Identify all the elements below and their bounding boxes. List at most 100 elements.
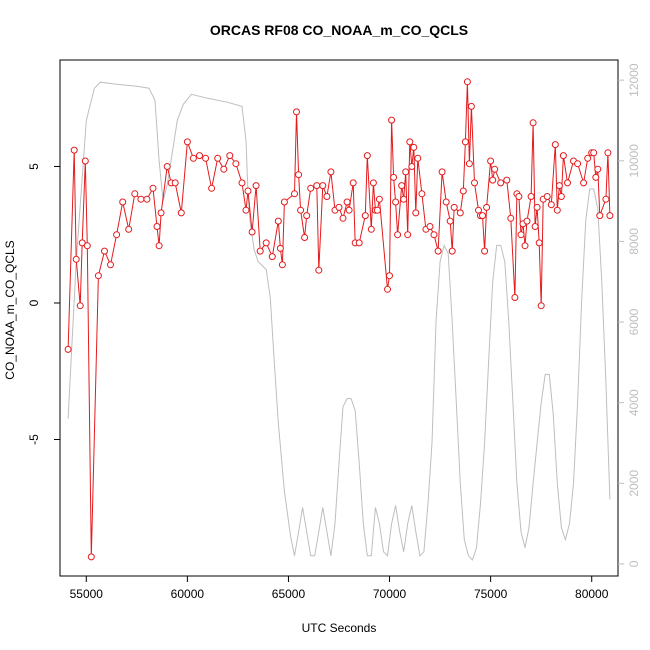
data-point bbox=[408, 163, 416, 170]
data-point bbox=[262, 239, 270, 247]
data-point bbox=[153, 223, 161, 230]
data-point bbox=[543, 193, 551, 200]
data-point bbox=[535, 239, 543, 247]
data-point bbox=[315, 266, 323, 274]
x-tick-label: 65000 bbox=[272, 587, 306, 601]
data-point bbox=[293, 108, 300, 116]
data-point bbox=[551, 141, 559, 149]
y2-axis: 0 2000 4000 6000 8000 10000 12000 bbox=[618, 63, 641, 567]
y-axis: -5 0 5 bbox=[27, 163, 60, 445]
data-point bbox=[392, 198, 400, 206]
data-point bbox=[101, 247, 108, 255]
data-point bbox=[602, 195, 610, 203]
data-point bbox=[521, 242, 529, 250]
data-point bbox=[375, 195, 383, 203]
data-point bbox=[471, 179, 478, 187]
data-point bbox=[373, 206, 381, 214]
data-point bbox=[319, 182, 327, 190]
data-point bbox=[345, 206, 353, 214]
data-point bbox=[163, 163, 171, 170]
data-point bbox=[489, 176, 497, 184]
data-point bbox=[515, 193, 523, 200]
data-point bbox=[438, 168, 446, 176]
data-point bbox=[113, 231, 121, 239]
data-point bbox=[414, 154, 422, 162]
y-tick-label: 5 bbox=[27, 163, 41, 170]
data-point bbox=[533, 203, 541, 211]
data-point bbox=[313, 182, 321, 190]
data-point bbox=[76, 302, 84, 310]
data-point bbox=[301, 234, 309, 241]
data-point bbox=[244, 187, 252, 195]
data-point bbox=[487, 157, 495, 165]
data-point bbox=[527, 193, 535, 200]
data-point bbox=[339, 214, 347, 222]
data-point bbox=[594, 165, 602, 173]
x-tick-label: 75000 bbox=[474, 587, 508, 601]
data-point bbox=[208, 184, 216, 192]
data-point bbox=[107, 261, 114, 269]
data-point bbox=[119, 198, 127, 206]
y2-tick-label: 8000 bbox=[627, 228, 641, 255]
data-point bbox=[238, 179, 246, 187]
y2-tick-label: 10000 bbox=[627, 144, 641, 178]
data-point bbox=[274, 217, 282, 225]
data-point bbox=[580, 179, 588, 187]
data-point bbox=[72, 255, 80, 263]
data-point bbox=[483, 203, 491, 211]
data-point bbox=[242, 206, 250, 214]
data-point bbox=[386, 272, 393, 280]
data-point bbox=[606, 212, 614, 220]
data-point bbox=[557, 193, 565, 200]
secondary-series-line bbox=[67, 81, 611, 561]
data-point bbox=[81, 157, 89, 165]
data-point bbox=[157, 209, 165, 217]
data-point bbox=[559, 152, 567, 160]
data-point bbox=[361, 212, 369, 220]
data-point bbox=[402, 168, 410, 176]
data-point bbox=[303, 212, 311, 220]
data-point bbox=[461, 138, 469, 146]
chart-title: ORCAS RF08 CO_NOAA_m_CO_QCLS bbox=[210, 22, 468, 38]
data-point bbox=[83, 242, 91, 250]
x-axis-label: UTC Seconds bbox=[302, 621, 377, 635]
data-point bbox=[94, 272, 102, 280]
data-point bbox=[363, 152, 371, 160]
data-point bbox=[584, 154, 592, 162]
data-point bbox=[398, 182, 406, 190]
data-point bbox=[446, 217, 454, 225]
data-point bbox=[297, 206, 305, 214]
x-axis: 55000 60000 65000 70000 75000 80000 bbox=[70, 576, 609, 601]
data-point bbox=[202, 154, 210, 162]
data-point bbox=[171, 179, 179, 187]
data-point bbox=[232, 160, 240, 168]
data-point bbox=[278, 261, 286, 269]
y2-tick-label: 0 bbox=[627, 560, 641, 567]
y2-tick-label: 4000 bbox=[627, 389, 641, 416]
data-point bbox=[276, 244, 284, 252]
y-axis-label: CO_NOAA_m_CO_QCLS bbox=[3, 240, 17, 379]
data-point bbox=[523, 217, 531, 225]
data-point bbox=[369, 179, 377, 187]
data-point bbox=[503, 176, 511, 184]
y2-tick-label: 2000 bbox=[627, 470, 641, 497]
data-point bbox=[335, 203, 343, 211]
data-point bbox=[531, 223, 539, 230]
data-point bbox=[390, 173, 398, 181]
data-point bbox=[220, 165, 228, 173]
y2-tick-label: 12000 bbox=[627, 63, 641, 97]
data-point bbox=[125, 225, 133, 233]
data-point bbox=[465, 160, 473, 168]
data-point bbox=[226, 152, 234, 160]
x-tick-label: 80000 bbox=[575, 587, 609, 601]
data-point bbox=[189, 154, 197, 162]
data-point bbox=[214, 154, 222, 162]
primary-series bbox=[64, 78, 614, 561]
data-point bbox=[596, 212, 604, 220]
y2-tick-label: 6000 bbox=[627, 308, 641, 335]
data-point bbox=[394, 231, 402, 239]
data-point bbox=[388, 116, 396, 124]
data-point bbox=[604, 149, 612, 157]
data-point bbox=[448, 247, 456, 255]
